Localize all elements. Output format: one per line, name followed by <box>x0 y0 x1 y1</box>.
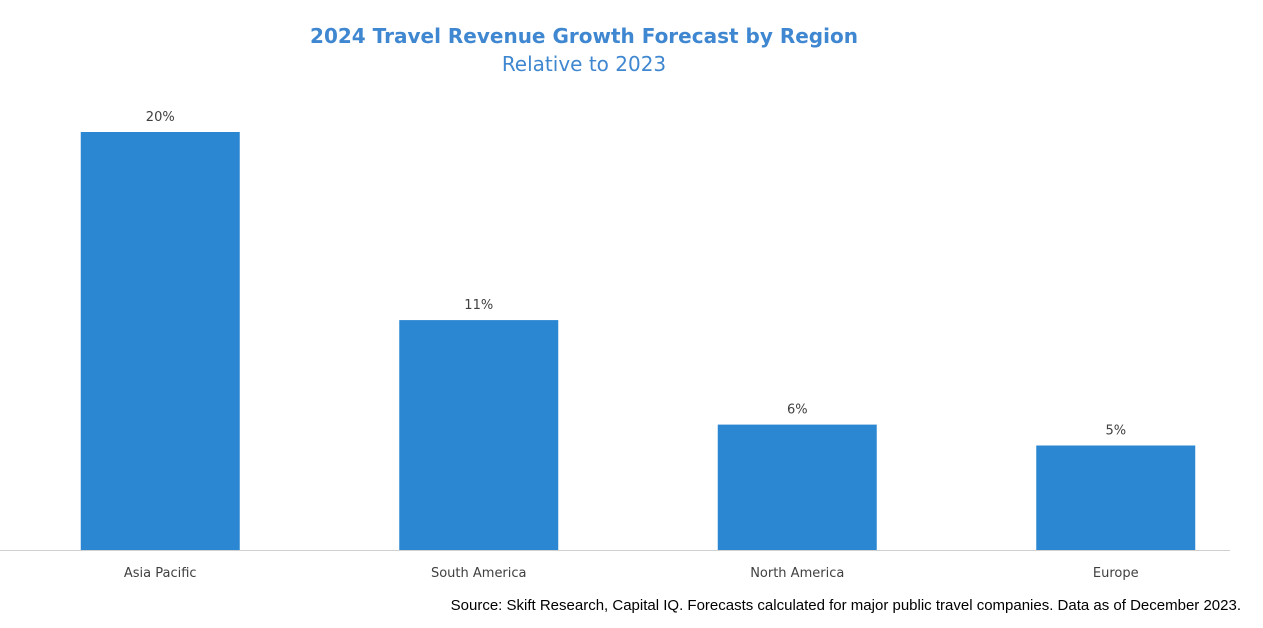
data-label: 11% <box>464 298 493 313</box>
source-note: Source: Skift Research, Capital IQ. Fore… <box>450 597 1241 614</box>
data-label: 6% <box>787 403 808 418</box>
x-tick-label: South America <box>431 566 527 581</box>
bar-south-america <box>399 320 559 550</box>
x-tick-label: Europe <box>1093 566 1139 581</box>
bar-europe <box>1036 445 1196 550</box>
bar-asia-pacific <box>80 132 240 550</box>
bar-north-america <box>717 424 877 550</box>
data-label: 5% <box>1105 424 1126 439</box>
chart-subtitle: Relative to 2023 <box>501 52 667 76</box>
x-tick-label: North America <box>750 566 844 581</box>
x-tick-label: Asia Pacific <box>124 566 197 581</box>
data-label: 20% <box>146 110 175 125</box>
chart-title: 2024 Travel Revenue Growth Forecast by R… <box>310 24 858 48</box>
